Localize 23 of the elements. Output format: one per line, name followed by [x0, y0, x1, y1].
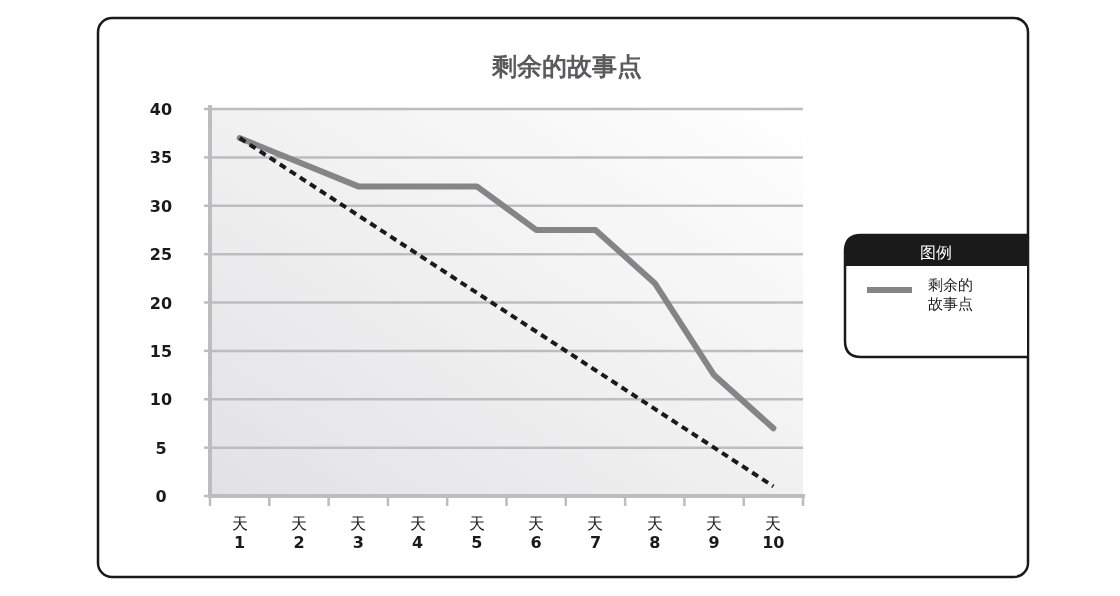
x-tick-label: 天 8	[646, 514, 663, 552]
y-tick-label: 25	[149, 245, 173, 265]
x-tick-label: 天 6	[528, 514, 545, 552]
chart-title: 剩余的故事点	[491, 52, 642, 81]
y-tick-label: 30	[149, 196, 173, 216]
x-tick-label: 天 10	[762, 514, 785, 552]
legend-title: 图例	[920, 243, 952, 262]
y-tick-label: 40	[149, 100, 173, 119]
y-tick-label: 20	[149, 293, 173, 313]
y-tick-label: 0	[155, 487, 167, 506]
x-tick-label: 天 9	[706, 514, 723, 552]
legend-label: 剩余的故事点	[928, 276, 974, 314]
y-tick-label: 10	[149, 390, 173, 410]
y-tick-label: 35	[149, 148, 173, 168]
x-tick-label: 天 3	[350, 514, 367, 552]
y-tick-label: 15	[149, 341, 173, 361]
x-tick-label: 天 1	[231, 514, 248, 552]
line-series	[237, 136, 776, 489]
x-tick-label: 天 5	[468, 514, 485, 552]
y-tick-label: 5	[155, 438, 167, 458]
x-tick-label: 天 7	[587, 514, 604, 552]
x-tick-label: 天 4	[409, 514, 426, 552]
x-tick-label: 天 2	[290, 514, 307, 552]
